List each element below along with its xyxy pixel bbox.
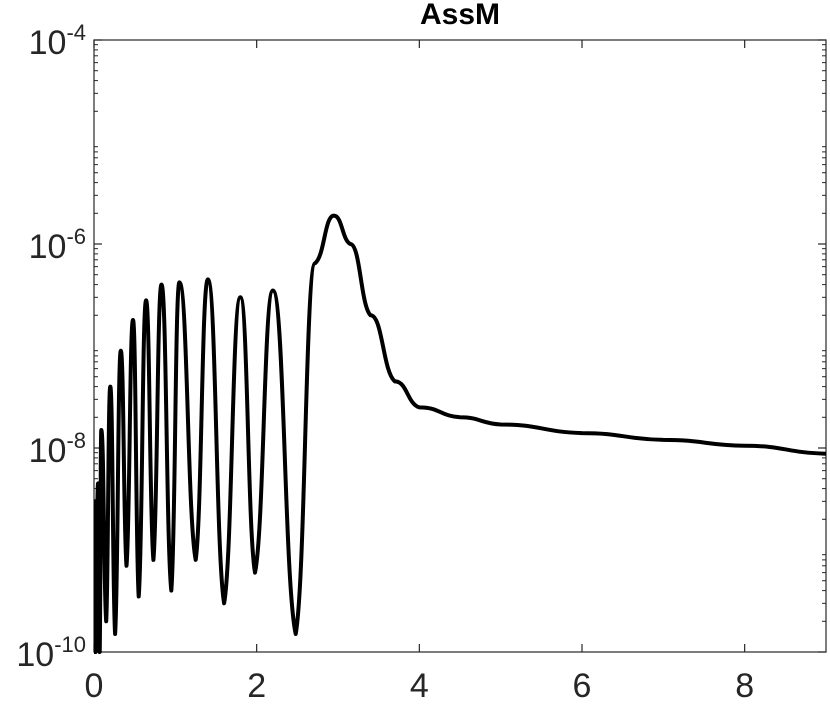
x-tick-label: 6: [573, 667, 592, 705]
tick-labels: 0 2 4 6 8 10-10 10-8 10-6 10-4: [16, 20, 754, 705]
x-tick-label: 8: [735, 667, 754, 705]
y-tick-label: 10-6: [29, 224, 86, 266]
plot-box: [93, 39, 827, 653]
series-group: [94, 213, 826, 654]
chart-title: AssM: [420, 0, 500, 31]
y-tick-label: 10-4: [29, 20, 86, 62]
y-tick-label: 10-10: [16, 632, 86, 674]
axis-ticks: [93, 39, 826, 653]
axes: [93, 39, 827, 653]
y-tick-label: 10-8: [29, 428, 86, 470]
x-tick-label: 4: [410, 667, 429, 705]
x-tick-label: 0: [85, 667, 104, 705]
series-line-0: [94, 213, 826, 654]
x-tick-label: 2: [247, 667, 266, 705]
